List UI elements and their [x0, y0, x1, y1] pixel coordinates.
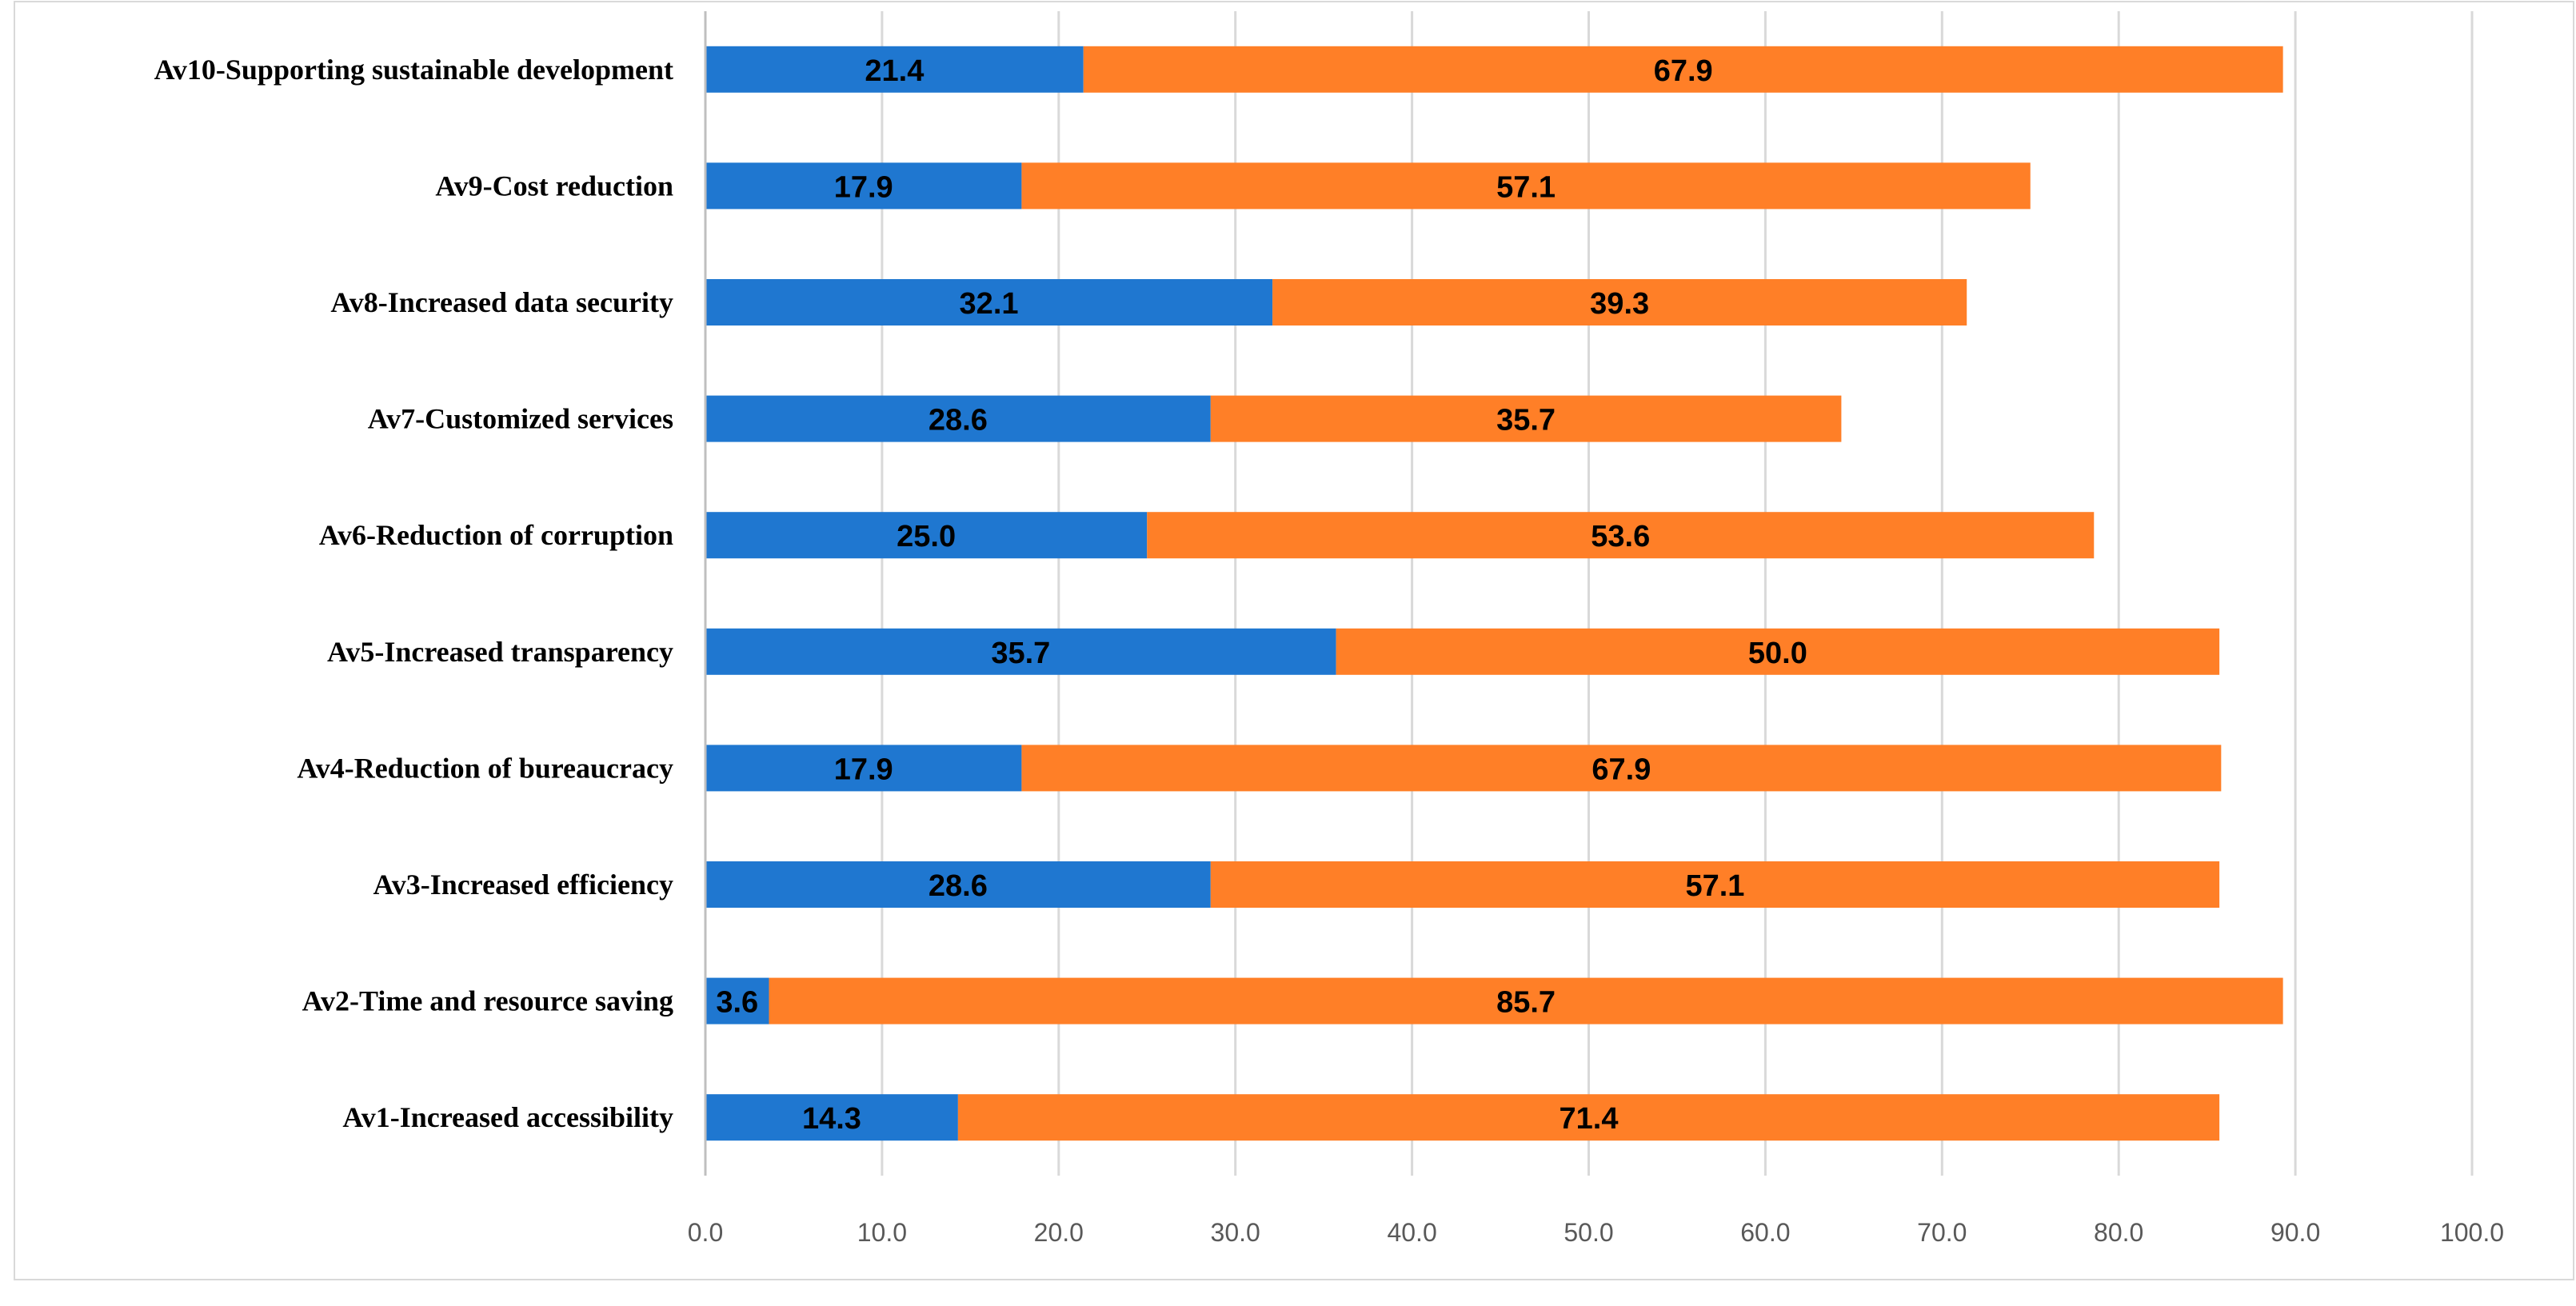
x-tick-label: 60.0: [1740, 1218, 1790, 1247]
x-tick-label: 90.0: [2270, 1218, 2320, 1247]
bars: 14.3 71.4 3.6 85.7 28.6 57.1 17.9 67.9 35.7 50.0 2…: [705, 46, 2283, 1141]
bar-series1-4: [705, 745, 1022, 792]
category-label: Av1-Increased accessibility: [342, 1101, 673, 1133]
bar-series1-3: [705, 861, 1211, 908]
bar-series2-6: [1147, 512, 2095, 559]
data-label: 53.6: [1591, 520, 1650, 553]
bar-series1-7: [705, 395, 1211, 442]
bar-series2-2: [769, 977, 2283, 1024]
data-label: 67.9: [1592, 753, 1651, 786]
x-tick-label: 20.0: [1034, 1218, 1084, 1247]
data-label: 35.7: [991, 637, 1050, 670]
data-label: 28.6: [929, 869, 988, 903]
data-label: 28.6: [929, 404, 988, 437]
data-label: 85.7: [1496, 986, 1556, 1020]
bar-series2-9: [1021, 162, 2031, 210]
category-labels: Av1-Increased accessibility Av2-Time and …: [154, 54, 673, 1133]
data-label: 50.0: [1748, 637, 1807, 670]
data-label: 57.1: [1496, 170, 1556, 204]
bar-series1-9: [705, 162, 1022, 210]
data-label: 21.4: [865, 54, 924, 88]
bar-series1-10: [705, 46, 1084, 93]
data-label: 25.0: [897, 520, 956, 553]
data-label: 14.3: [802, 1102, 861, 1136]
x-tick-label: 80.0: [2094, 1218, 2143, 1247]
x-axis-tick-labels: 0.0 10.0 20.0 30.0 40.0 50.0 60.0 70.0 80.0 90.0 1…: [688, 1218, 2504, 1247]
category-label: Av8-Increased data security: [330, 286, 673, 318]
data-label: 39.3: [1590, 287, 1649, 321]
category-label: Av2-Time and resource saving: [302, 985, 673, 1017]
category-label: Av4-Reduction of bureaucracy: [297, 752, 673, 784]
data-label: 17.9: [834, 170, 893, 204]
x-tick-label: 0.0: [688, 1218, 723, 1247]
bar-series2-3: [1210, 861, 2220, 908]
bar-series1-5: [705, 628, 1336, 675]
bar-series2-4: [1021, 745, 2222, 792]
bar-series2-5: [1336, 628, 2220, 675]
data-label: 32.1: [960, 287, 1019, 321]
x-tick-label: 70.0: [1917, 1218, 1967, 1247]
bar-series1-1: [705, 1094, 958, 1141]
x-tick-label: 10.0: [857, 1218, 907, 1247]
x-tick-label: 50.0: [1564, 1218, 1613, 1247]
x-tick-label: 40.0: [1387, 1218, 1436, 1247]
data-label: 3.6: [716, 986, 758, 1020]
x-tick-label: 30.0: [1211, 1218, 1260, 1247]
bar-series2-10: [1083, 46, 2283, 93]
bar-series2-7: [1210, 395, 1842, 442]
category-label: Av3-Increased efficiency: [373, 869, 673, 901]
category-label: Av5-Increased transparency: [327, 636, 673, 668]
bar-series2-1: [957, 1094, 2220, 1141]
category-label: Av7-Customized services: [368, 403, 673, 435]
bar-series1-2: [705, 977, 769, 1024]
category-label: Av10-Supporting sustainable development: [154, 54, 673, 86]
category-label: Av6-Reduction of corruption: [319, 519, 673, 551]
bar-series1-8: [705, 279, 1273, 326]
chart-frame: [14, 1, 2574, 1280]
data-label: 67.9: [1654, 54, 1713, 88]
data-label: 57.1: [1685, 869, 1744, 903]
bar-series1-6: [705, 512, 1148, 559]
data-label: 71.4: [1560, 1102, 1619, 1136]
data-label: 17.9: [834, 753, 893, 786]
bar-series2-8: [1272, 279, 1967, 326]
category-label: Av9-Cost reduction: [435, 170, 673, 202]
data-label: 35.7: [1496, 404, 1556, 437]
x-tick-label: 100.0: [2440, 1218, 2504, 1247]
